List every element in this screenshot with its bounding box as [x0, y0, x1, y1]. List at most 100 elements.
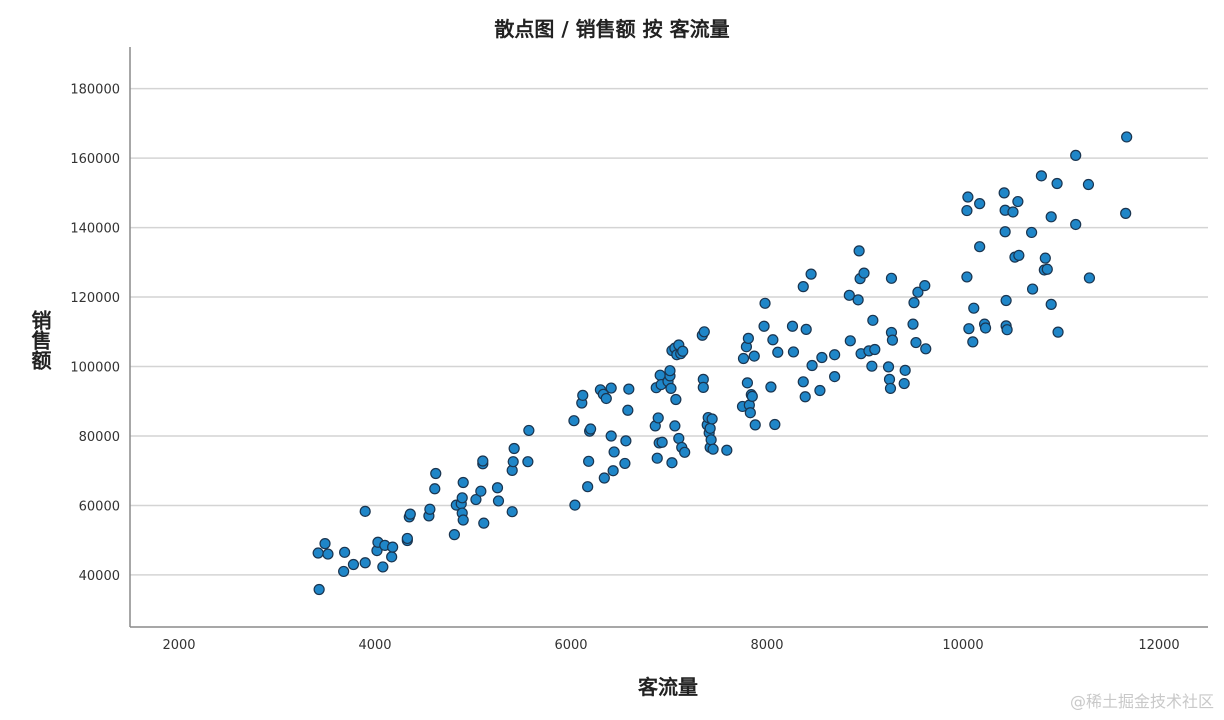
data-point [456, 492, 468, 504]
data-point [721, 444, 733, 456]
data-point [312, 547, 324, 559]
data-point [508, 442, 520, 455]
data-point [962, 191, 974, 203]
data-point [786, 320, 799, 332]
data-point [1052, 326, 1064, 338]
x-tick-label: 4000 [358, 638, 391, 653]
data-point [787, 346, 800, 358]
data-point [1013, 249, 1025, 261]
data-point [404, 508, 416, 520]
data-point [741, 377, 754, 389]
data-point [605, 382, 617, 394]
data-point [697, 381, 709, 393]
data-point [963, 323, 975, 335]
data-point [359, 557, 371, 569]
data-point [492, 495, 505, 507]
data-point [767, 334, 779, 346]
data-point [607, 465, 619, 477]
data-point [759, 297, 771, 309]
data-point [457, 476, 469, 489]
data-point [769, 418, 781, 431]
data-point [1012, 195, 1024, 208]
data-point [1083, 272, 1096, 284]
y-tick-label: 180000 [70, 83, 120, 98]
data-point [737, 352, 750, 365]
data-point [961, 271, 973, 283]
data-point [852, 294, 864, 306]
data-point [742, 332, 754, 344]
data-point [522, 456, 534, 468]
data-point [858, 267, 870, 279]
y-axis-label: 销售额 [28, 309, 52, 371]
data-point [705, 434, 717, 446]
data-point [919, 279, 931, 292]
data-point [749, 419, 761, 431]
data-point [912, 286, 924, 298]
data-point [664, 365, 676, 377]
data-point [338, 565, 350, 578]
data-point [605, 430, 617, 442]
data-point [707, 443, 719, 455]
y-tick-label: 160000 [70, 152, 120, 167]
data-point [386, 551, 398, 563]
data-point [853, 245, 865, 257]
data-point [430, 467, 442, 480]
watermark: @稀土掘金技术社区 [1069, 692, 1214, 711]
data-point [746, 390, 758, 402]
data-point [507, 456, 519, 468]
data-point [961, 204, 973, 217]
data-point [523, 424, 535, 437]
data-point [704, 422, 716, 434]
data-point [814, 384, 826, 397]
data-point [1039, 252, 1051, 264]
data-point [491, 482, 504, 494]
data-point [1070, 218, 1082, 231]
data-point [656, 436, 668, 448]
data-point [797, 376, 809, 388]
data-point [829, 349, 841, 361]
data-point [623, 383, 635, 395]
data-point [377, 561, 389, 573]
data-point [899, 364, 911, 376]
data-point [882, 361, 895, 373]
x-tick-labels: 2000 4000 6000 8000 10000 12000 [162, 638, 1179, 653]
data-point [744, 407, 756, 419]
data-point [806, 359, 818, 372]
data-points [312, 131, 1133, 596]
data-point [979, 322, 992, 334]
data-point [1035, 170, 1048, 182]
data-point [339, 546, 351, 558]
data-point [669, 420, 681, 432]
data-point [319, 538, 331, 550]
data-point [758, 320, 770, 332]
data-point [1070, 149, 1082, 161]
data-point [1001, 324, 1013, 336]
data-point [670, 393, 682, 406]
data-point [800, 323, 812, 335]
data-point [883, 373, 896, 385]
y-tick-label: 40000 [79, 569, 120, 584]
data-point [885, 272, 898, 284]
data-point [652, 412, 664, 424]
data-point [1026, 283, 1039, 295]
data-point [867, 314, 879, 326]
data-point [898, 377, 910, 390]
data-point [583, 455, 595, 467]
data-point [772, 346, 784, 358]
data-point [1082, 178, 1095, 191]
data-point [869, 343, 881, 356]
data-point [843, 289, 855, 301]
data-point [844, 335, 856, 347]
data-point [651, 452, 663, 464]
data-point [619, 457, 631, 470]
y-tick-label: 60000 [79, 499, 120, 514]
x-tick-label: 10000 [942, 638, 983, 653]
data-point [1121, 131, 1133, 143]
data-point [577, 389, 589, 401]
grid-lines [130, 87, 1208, 576]
data-point [910, 336, 922, 349]
data-point [313, 583, 325, 596]
data-point [1041, 263, 1053, 275]
data-point [620, 435, 632, 447]
